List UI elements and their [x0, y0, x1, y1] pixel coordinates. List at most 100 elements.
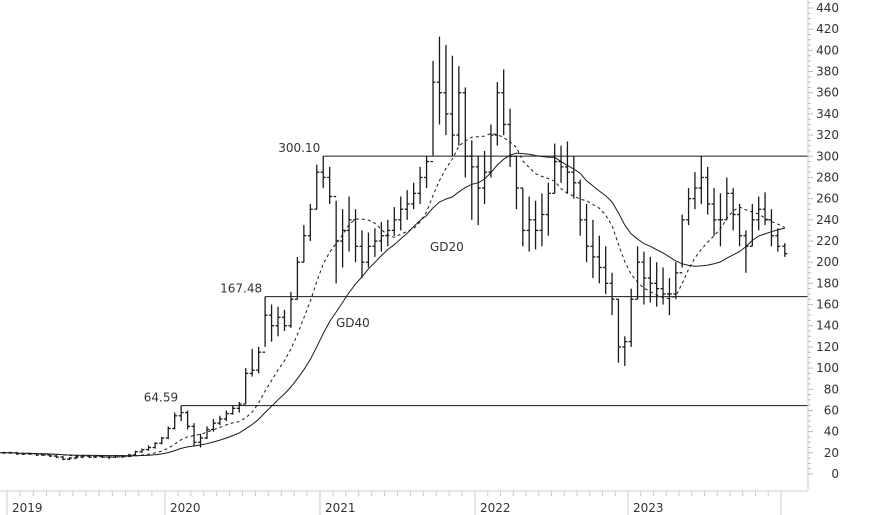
price-bar: [501, 69, 507, 136]
y-tick-label: 260: [816, 192, 839, 206]
y-tick-label: 200: [816, 255, 839, 269]
y-tick-label: 120: [816, 340, 839, 354]
level-label: 300.10: [278, 141, 320, 155]
price-bar: [73, 455, 79, 460]
price-bar: [236, 401, 242, 413]
price-bar: [60, 455, 66, 461]
price-bar: [80, 454, 86, 459]
price-bar: [314, 164, 320, 210]
price-bar: [99, 454, 105, 459]
price-bar: [571, 156, 577, 199]
price-bar: [269, 304, 275, 342]
price-bar: [609, 272, 615, 316]
price-bar: [210, 418, 216, 432]
price-bar: [647, 256, 653, 303]
price-bar: [113, 454, 119, 459]
price-bar: [711, 188, 717, 236]
price-bar: [698, 156, 704, 204]
price-bar: [106, 455, 112, 460]
price-bar: [398, 196, 404, 231]
price-bar: [552, 143, 558, 194]
price-bar: [654, 262, 660, 307]
price-bar: [27, 452, 33, 455]
y-tick-label: 360: [816, 86, 839, 100]
price-bar: [53, 454, 59, 459]
y-tick-label: 0: [831, 467, 839, 481]
price-bar: [139, 448, 145, 453]
price-bar: [159, 436, 165, 445]
ma-label-gd20: GD20: [430, 240, 464, 254]
price-bar: [724, 177, 730, 221]
price-bar: [185, 410, 191, 430]
moving-averages: [0, 132, 786, 458]
price-bar: [417, 166, 423, 204]
y-tick-label: 160: [816, 298, 839, 312]
y-tick-label: 80: [824, 382, 839, 396]
x-tick-label: 2021: [325, 501, 356, 515]
price-bar: [775, 228, 781, 252]
level-label: 167.48: [220, 282, 262, 296]
price-bar: [301, 225, 307, 263]
price-bar: [603, 246, 609, 294]
price-bar: [372, 228, 378, 257]
price-bar: [705, 166, 711, 215]
price-bar: [526, 196, 532, 252]
price-bar: [333, 195, 339, 284]
price-bar: [20, 452, 26, 455]
price-bar: [93, 454, 99, 459]
price-bar: [424, 156, 430, 189]
price-bar: [353, 209, 359, 263]
price-bar: [230, 405, 236, 415]
price-bar: [191, 423, 197, 447]
y-tick-label: 140: [816, 319, 839, 333]
price-bar: [7, 451, 13, 454]
price-bar: [320, 156, 326, 189]
price-bar: [404, 190, 410, 220]
ma-line-gd40: [0, 152, 785, 457]
price-bar: [558, 145, 564, 183]
price-bar: [146, 445, 152, 451]
price-bars: [1, 36, 788, 461]
price-bar: [281, 309, 287, 332]
level-label: 64.59: [144, 391, 178, 405]
price-bar: [545, 182, 551, 236]
x-tick-label: 2020: [170, 501, 201, 515]
y-axis: 0 20 40 60 80 100 120 140 160 180 200 220 240 260 280 3…: [807, 0, 839, 490]
price-bar: [385, 219, 391, 247]
y-tick-label: 380: [816, 65, 839, 79]
y-tick-label: 440: [816, 1, 839, 15]
price-bar: [462, 87, 468, 178]
price-bar: [737, 203, 743, 247]
y-tick-label: 400: [816, 43, 839, 57]
price-bar: [34, 452, 40, 456]
price-bar: [152, 442, 158, 449]
price-bar: [520, 187, 526, 247]
price-bar: [564, 141, 570, 194]
price-bar: [223, 410, 229, 422]
price-bar: [469, 140, 475, 220]
price-bar: [132, 450, 138, 456]
price-bar: [327, 166, 333, 204]
price-bar: [443, 45, 449, 136]
price-bar: [14, 451, 20, 455]
price-bar: [596, 235, 602, 284]
price-bar: [584, 203, 590, 263]
y-tick-label: 240: [816, 213, 839, 227]
price-bar: [126, 453, 132, 458]
price-bar: [730, 188, 736, 231]
price-bar: [307, 203, 313, 241]
price-bar: [178, 405, 184, 422]
price-bar: [119, 454, 125, 459]
price-bar: [249, 349, 255, 377]
price-bar: [494, 82, 500, 146]
price-bar: [378, 221, 384, 252]
price-bar: [262, 296, 268, 353]
price-bar: [243, 368, 249, 405]
price-bar: [673, 262, 679, 300]
price-bar: [482, 150, 488, 204]
price-bar: [622, 336, 628, 366]
price-bar: [67, 457, 73, 461]
price-bar: [615, 298, 621, 363]
y-tick-label: 100: [816, 361, 839, 375]
